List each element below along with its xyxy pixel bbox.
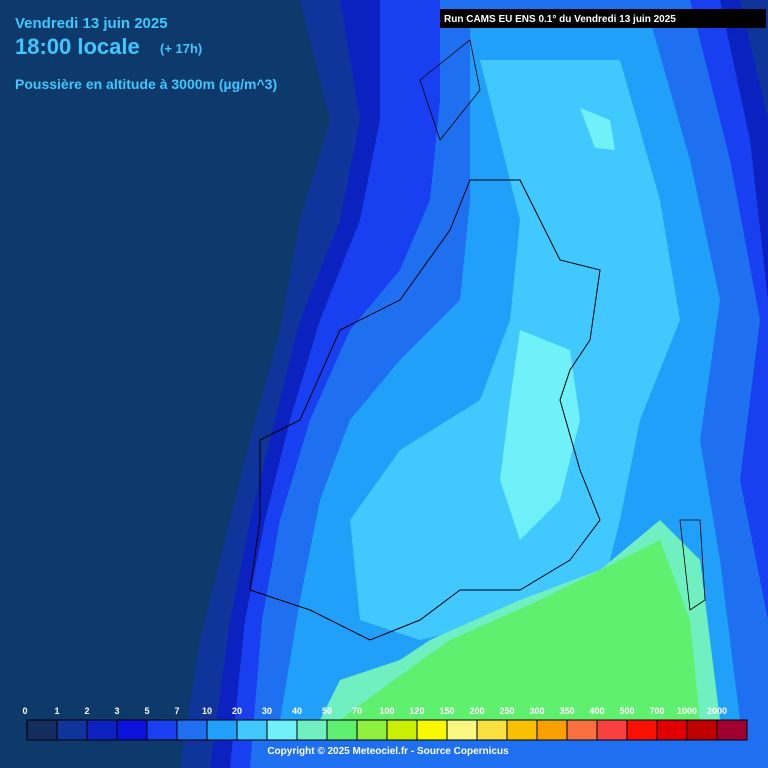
legend-swatch: [416, 719, 448, 741]
legend-swatch: [476, 719, 508, 741]
legend-label: 2: [84, 706, 89, 716]
legend-label: 350: [559, 706, 574, 716]
legend-label: 20: [232, 706, 242, 716]
france-border: [249, 179, 601, 641]
legend-label: 1: [54, 706, 59, 716]
legend-swatch: [236, 719, 268, 741]
legend-swatch: [386, 719, 418, 741]
legend-swatch: [86, 719, 118, 741]
date: Vendredi 13 juin 2025: [15, 15, 168, 32]
legend-label: 200: [469, 706, 484, 716]
legend-swatch: [266, 719, 298, 741]
legend-label: 7: [174, 706, 179, 716]
legend-label: 10: [202, 706, 212, 716]
copyright: Copyright © 2025 Meteociel.fr - Source C…: [267, 746, 509, 757]
legend-label: 250: [499, 706, 514, 716]
legend-swatch: [356, 719, 388, 741]
legend-swatch: [656, 719, 688, 741]
legend-label: 70: [352, 706, 362, 716]
legend-label: 50: [322, 706, 332, 716]
legend-swatch: [326, 719, 358, 741]
legend-swatch: [206, 719, 238, 741]
coastlines: [419, 39, 706, 611]
dust-field-20: [350, 60, 680, 640]
legend-swatch: [446, 719, 478, 741]
legend-label: 5: [144, 706, 149, 716]
time: 18:00 locale: [15, 34, 140, 59]
legend-swatch: [626, 719, 658, 741]
legend-label: 100: [379, 706, 394, 716]
legend-label: 500: [619, 706, 634, 716]
legend-swatch: [566, 719, 598, 741]
run-box: [440, 9, 766, 28]
legend-label: 120: [409, 706, 424, 716]
legend-swatch: [176, 719, 208, 741]
legend-label: 40: [292, 706, 302, 716]
legend-swatch: [296, 719, 328, 741]
legend-swatch: [596, 719, 628, 741]
legend-label: 400: [589, 706, 604, 716]
legend-label: 2000: [707, 706, 727, 716]
legend-swatch: [686, 719, 718, 741]
legend-label: 0: [22, 706, 27, 716]
legend-swatch: [26, 719, 58, 741]
offset: (+ 17h): [160, 41, 202, 56]
legend-swatch: [536, 719, 568, 741]
run-info: Run CAMS EU ENS 0.1° du Vendredi 13 juin…: [444, 14, 676, 25]
legend-label: 300: [529, 706, 544, 716]
legend-label: 1000: [677, 706, 697, 716]
legend-swatch: [116, 719, 148, 741]
legend-label: 30: [262, 706, 272, 716]
dust-field-50: [340, 540, 700, 720]
legend-label: 3: [114, 706, 119, 716]
variable: Poussière en altitude à 3000m (µg/m^3): [15, 76, 277, 92]
dust-field-30: [500, 330, 580, 540]
legend-label: 150: [439, 706, 454, 716]
legend-swatch: [506, 719, 538, 741]
legend-label: 700: [649, 706, 664, 716]
legend-swatch: [716, 719, 748, 741]
legend-swatch: [56, 719, 88, 741]
dust-field-30b: [580, 108, 615, 150]
legend-swatch: [146, 719, 178, 741]
legend: 0 1 2 3 5 7 10 20 30 40 50 70 100 120 150 200 250 300 350 4…: [22, 706, 748, 741]
